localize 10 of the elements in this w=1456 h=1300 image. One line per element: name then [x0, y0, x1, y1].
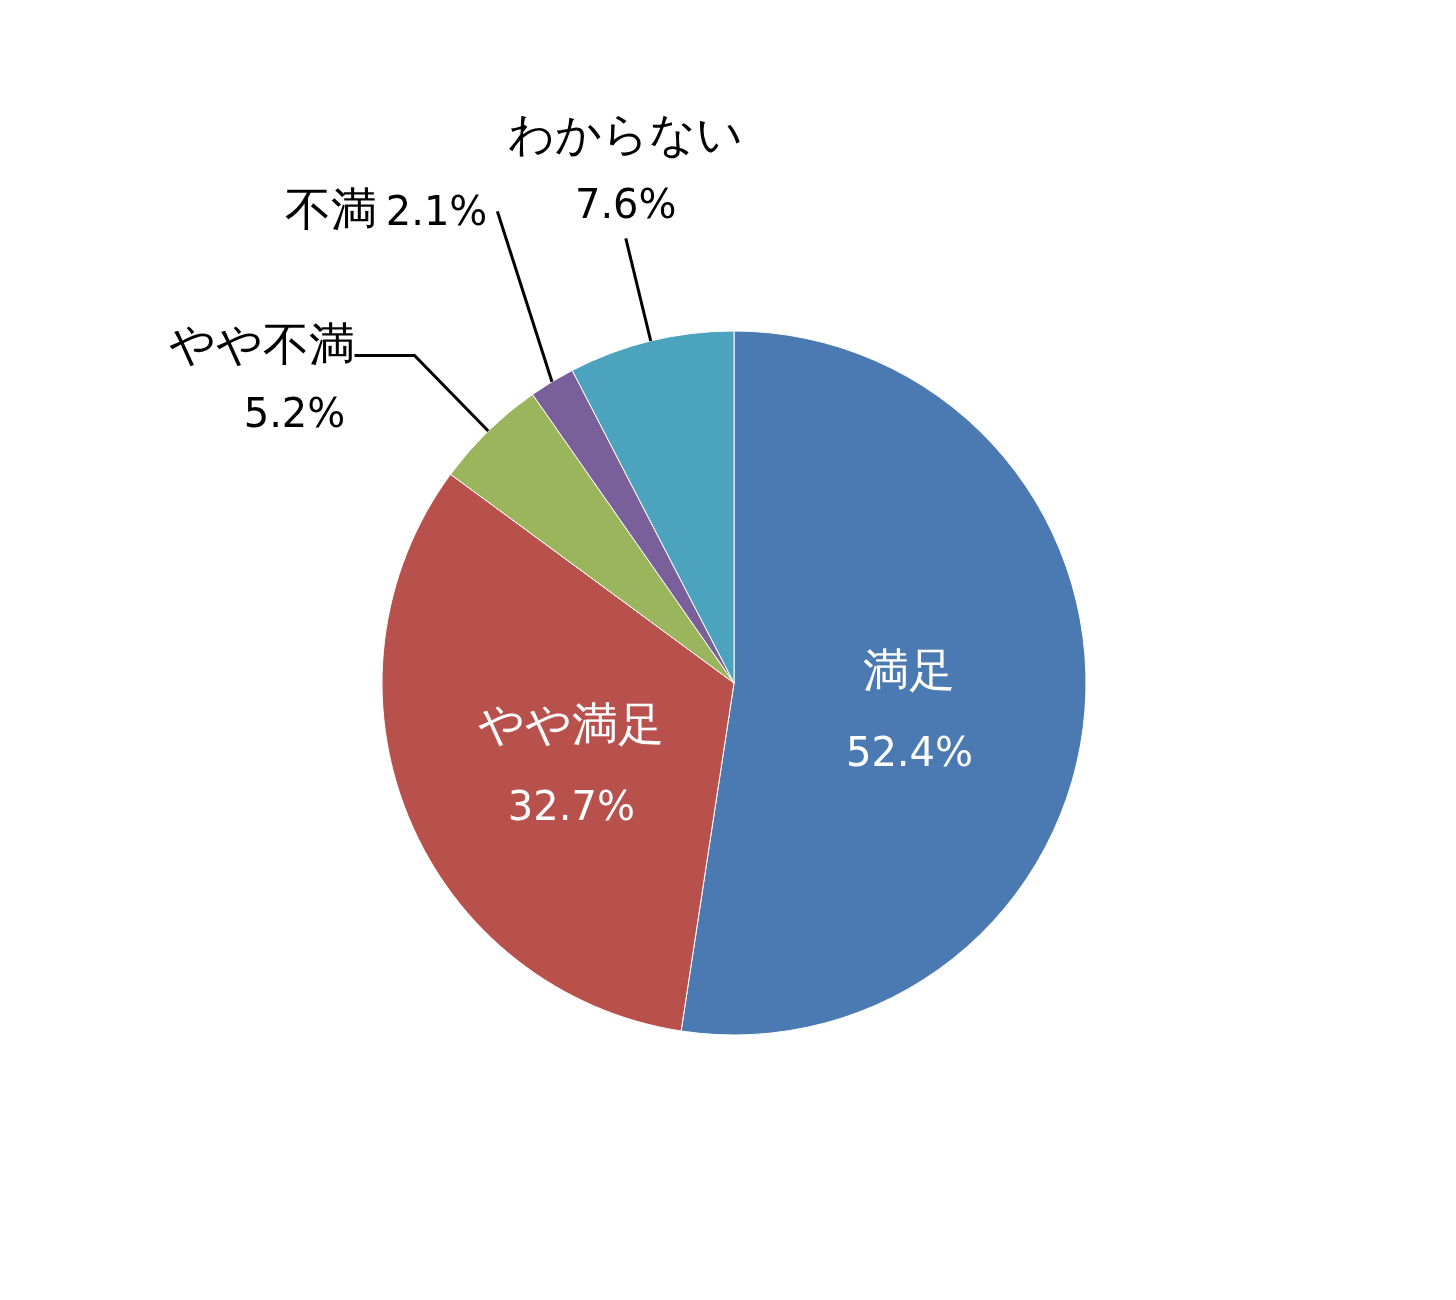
data-label: 2.1%: [385, 188, 488, 235]
slice-label: わからない: [508, 107, 744, 162]
data-label: 52.4%: [845, 729, 974, 776]
slice-label: やや満足: [478, 697, 665, 752]
slice-label: やや不満: [168, 317, 355, 372]
data-label: 32.7%: [507, 783, 635, 830]
data-label: 5.2%: [243, 390, 346, 437]
slice-label: 満足: [863, 643, 956, 698]
data-label: 7.6%: [574, 181, 677, 228]
slice-label: 不満: [285, 182, 378, 237]
